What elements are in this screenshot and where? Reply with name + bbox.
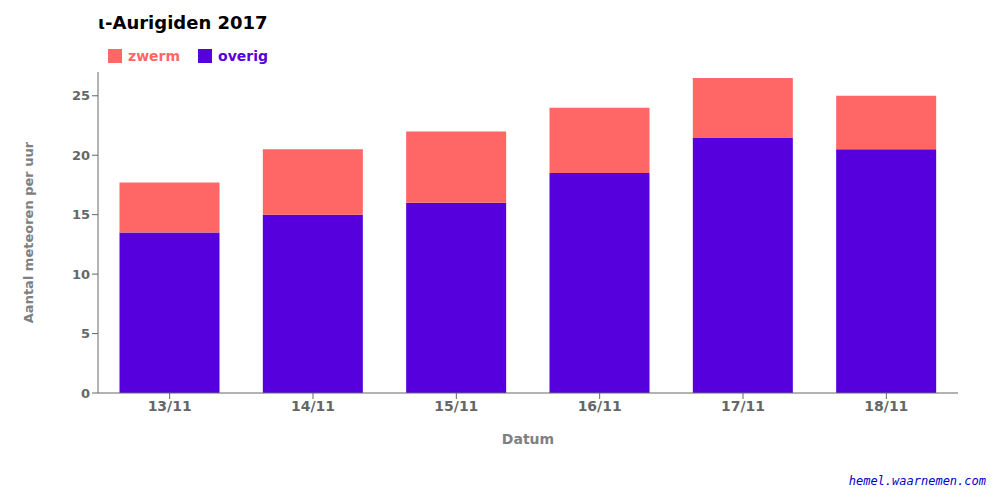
svg-text:17/11: 17/11 <box>721 398 765 414</box>
svg-text:10: 10 <box>72 267 90 282</box>
html-text:overig: overig <box>218 48 268 64</box>
svg-text:18/11: 18/11 <box>864 398 908 414</box>
svg-text:15: 15 <box>72 207 90 222</box>
svg-text:Datum: Datum <box>502 431 554 447</box>
svg-text:13/11: 13/11 <box>148 398 192 414</box>
svg-text:16/11: 16/11 <box>578 398 622 414</box>
svg-text:25: 25 <box>72 88 90 103</box>
svg-text:14/11: 14/11 <box>291 398 335 414</box>
html-text:ι-Aurigiden 2017: ι-Aurigiden 2017 <box>98 12 268 33</box>
svg-text:20: 20 <box>72 148 90 163</box>
html-text:hemel.waarnemen.com: hemel.waarnemen.com <box>848 474 986 488</box>
svg-text:15/11: 15/11 <box>434 398 478 414</box>
svg-text:5: 5 <box>81 326 90 341</box>
svg-text:0: 0 <box>81 386 90 401</box>
svg-text:Aantal meteoren per uur: Aantal meteoren per uur <box>21 141 36 323</box>
html-text:zwerm: zwerm <box>128 48 181 64</box>
